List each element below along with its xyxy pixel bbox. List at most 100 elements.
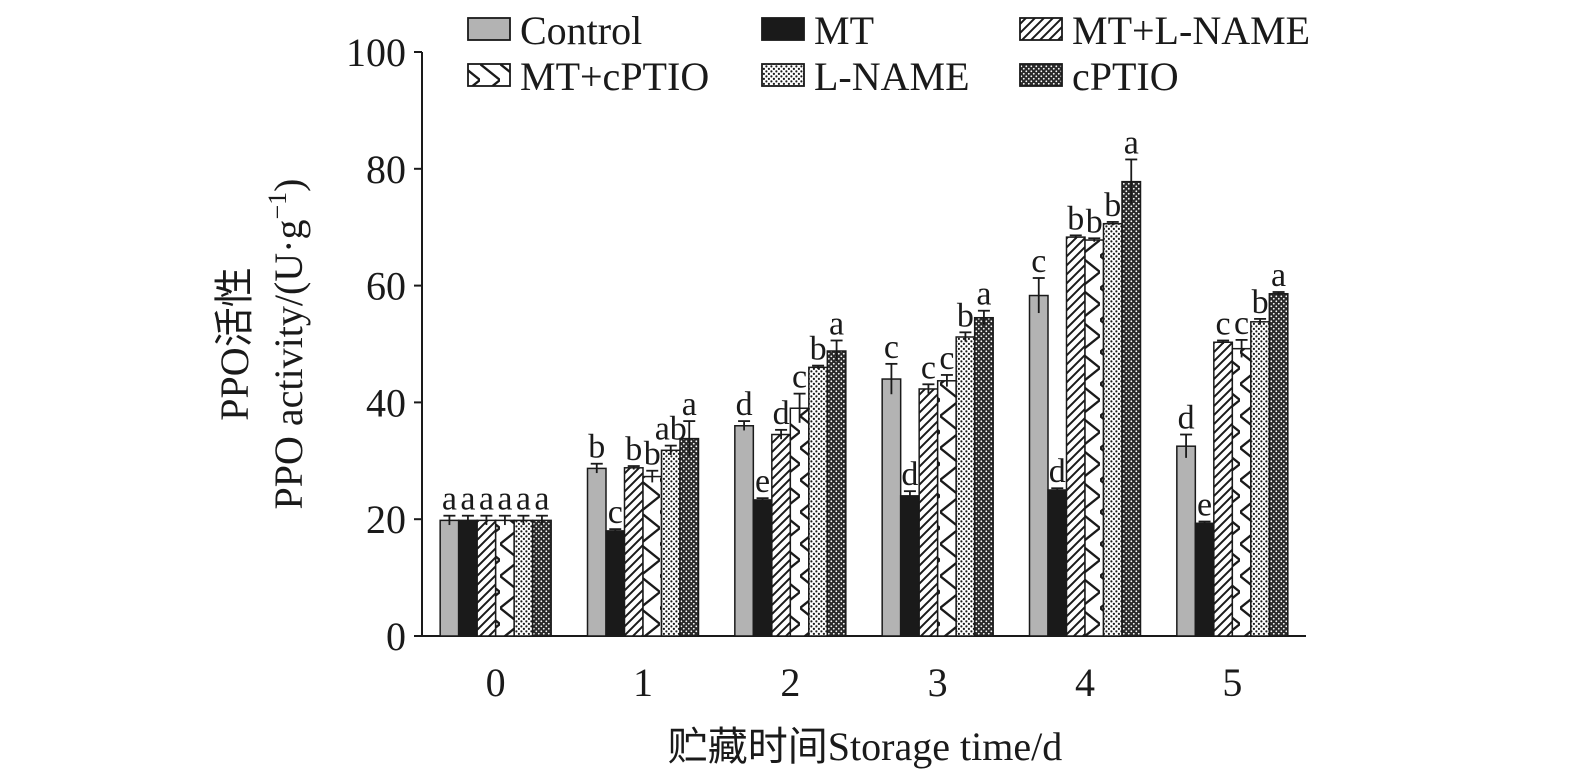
legend-item: L-NAME (761, 54, 970, 99)
legend-label: Control (520, 8, 642, 53)
axes (421, 52, 1306, 637)
bar (1194, 522, 1215, 637)
bar (1028, 294, 1049, 637)
significance-label: b (957, 297, 974, 334)
legend-swatch (761, 17, 805, 41)
bar (660, 449, 681, 637)
bar (734, 425, 755, 637)
legend-label: MT+L-NAME (1072, 8, 1310, 53)
y-axis-label-en-sup: −1 (263, 192, 292, 220)
y-tick-label: 0 (386, 614, 406, 659)
bar (918, 388, 939, 637)
significance-label: a (516, 481, 531, 518)
significance-label: c (608, 494, 623, 531)
x-tick-label: 0 (486, 660, 506, 705)
legend-swatch (1019, 63, 1063, 87)
legend-label: L-NAME (814, 54, 970, 99)
significance-label: a (534, 481, 549, 518)
significance-label: e (755, 463, 770, 500)
bar (586, 467, 607, 637)
significance-label: c (939, 340, 954, 377)
y-tick-label: 80 (366, 147, 406, 192)
significance-label: b (1067, 200, 1084, 237)
x-tick-label: 1 (633, 660, 653, 705)
x-axis-label: 贮藏时间Storage time/d (668, 724, 1062, 769)
bar (494, 519, 515, 637)
legend-item: MT+L-NAME (1019, 8, 1310, 53)
x-tick-label: 5 (1222, 660, 1242, 705)
bar (476, 519, 497, 637)
significance-label: c (1216, 305, 1231, 342)
bar (973, 316, 994, 637)
significance-label: c (792, 359, 807, 396)
y-axis-label-en-end: ) (266, 179, 311, 192)
bar (531, 519, 552, 637)
significance-label: a (1271, 257, 1286, 294)
significance-label: a (497, 481, 512, 518)
significance-label: b (1252, 284, 1269, 321)
significance-label: b (810, 331, 827, 368)
bar (1250, 321, 1271, 637)
legend-swatch (467, 63, 511, 87)
legend-label: cPTIO (1072, 54, 1179, 99)
significance-label: e (1197, 487, 1212, 524)
series-cptio: a a a a a a (531, 124, 1289, 637)
significance-label: c (921, 349, 936, 386)
bar (1231, 347, 1252, 637)
bar (808, 366, 829, 637)
legend-item: MT (761, 8, 874, 53)
x-tick-label: 4 (1075, 660, 1095, 705)
bar (789, 407, 810, 637)
legend-item: MT+cPTIO (467, 54, 709, 99)
significance-label: b (1104, 187, 1121, 224)
significance-label: b (1086, 203, 1103, 240)
bar (457, 519, 478, 637)
significance-label: a (682, 386, 697, 423)
y-axis-label-cn: PPO活性 (212, 267, 257, 420)
bar (771, 433, 792, 637)
legend-swatch (467, 17, 511, 41)
bar (679, 437, 700, 637)
significance-label: a (479, 481, 494, 518)
significance-label: d (901, 456, 918, 493)
significance-label: b (625, 431, 642, 468)
significance-label: a (1124, 124, 1139, 161)
bar (899, 495, 920, 637)
bar (826, 350, 847, 637)
significance-label: b (588, 429, 605, 466)
bar (513, 519, 534, 637)
legend-item: cPTIO (1019, 54, 1179, 99)
significance-label: a (829, 305, 844, 342)
significance-label: c (884, 329, 899, 366)
bar (955, 336, 976, 637)
significance-label: d (736, 386, 753, 423)
bar (1121, 180, 1142, 637)
significance-label: a (976, 276, 991, 313)
significance-label: d (1178, 400, 1195, 437)
y-axis-label-en-main: PPO activity/(U·g (266, 220, 311, 510)
legend-label: MT (814, 8, 874, 53)
y-tick-label: 40 (366, 380, 406, 425)
bar (752, 499, 773, 637)
x-axis-ticks: 0 1 2 3 4 5 (486, 660, 1243, 705)
bar (1047, 489, 1068, 637)
bar (1176, 445, 1197, 637)
bar (1268, 293, 1289, 637)
bar (1102, 222, 1123, 637)
significance-label: a (442, 481, 457, 518)
bar (936, 380, 957, 637)
x-tick-label: 3 (928, 660, 948, 705)
legend-swatch (1019, 17, 1063, 41)
bar (1213, 341, 1234, 637)
y-tick-label: 60 (366, 264, 406, 309)
significance-label: b (644, 436, 661, 473)
bar (1065, 236, 1086, 637)
legend-label: MT+cPTIO (520, 54, 709, 99)
y-axis-label-en: PPO activity/(U·g−1) (263, 179, 311, 510)
significance-label: d (773, 395, 790, 432)
